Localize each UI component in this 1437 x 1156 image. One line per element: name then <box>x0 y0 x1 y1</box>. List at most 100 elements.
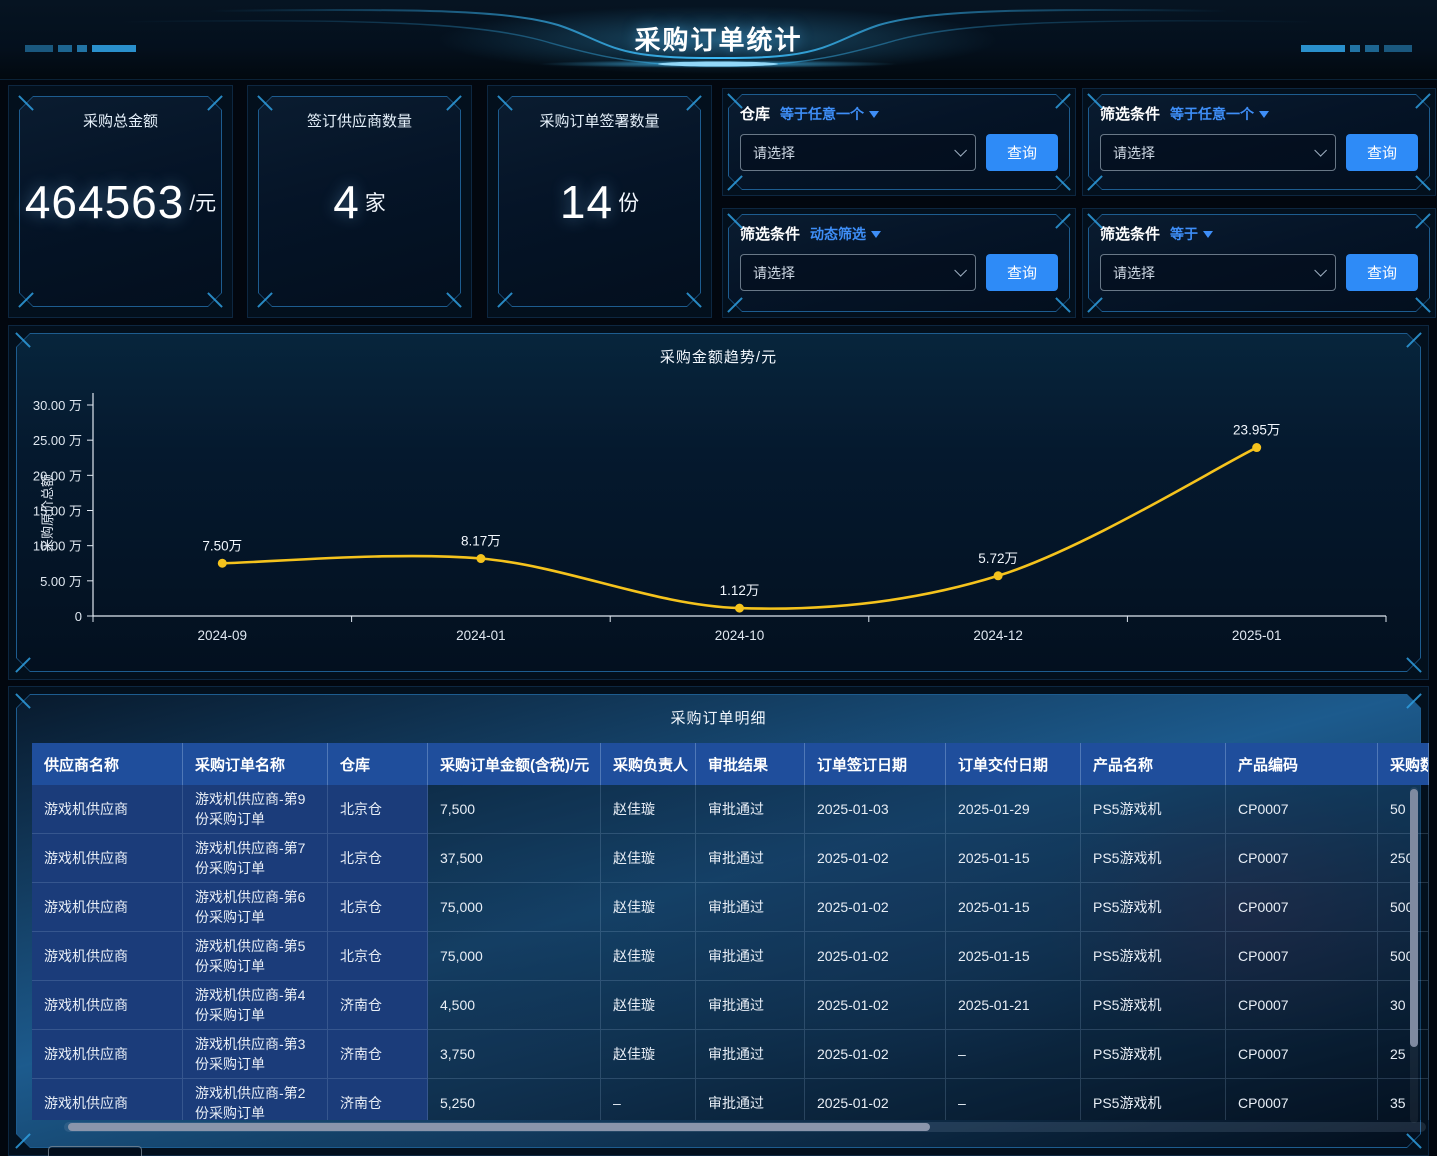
caret-down-icon <box>869 111 880 118</box>
corner-accent <box>727 175 743 191</box>
data-point-label: 1.12万 <box>720 583 760 598</box>
table-cell: 游戏机供应商-第3份采购订单 <box>183 1030 328 1079</box>
page-size-select[interactable]: 20条/页 <box>48 1146 142 1156</box>
table-row[interactable]: 游戏机供应商 游戏机供应商-第6份采购订单 北京仓 75,000 赵佳璇 审批通过 2025… <box>32 883 1429 932</box>
table-cell: CP0007 <box>1226 834 1378 883</box>
corner-accent <box>727 297 743 313</box>
stat-value: 4 <box>333 175 360 228</box>
table-cell: 济南仓 <box>328 981 428 1030</box>
table-cell: 2025-01-02 <box>805 932 946 981</box>
chevron-down-icon <box>1314 144 1327 157</box>
stat-label: 签订供应商数量 <box>306 113 412 130</box>
query-button[interactable]: 查询 <box>986 134 1058 171</box>
table-cell: CP0007 <box>1226 981 1378 1030</box>
svg-text:2024-01: 2024-01 <box>456 628 506 643</box>
corner-accent <box>1055 175 1071 191</box>
table-cell: 50 <box>1378 785 1429 834</box>
column-header: 采购订单名称 <box>183 743 328 785</box>
table-cell: – <box>601 1079 696 1120</box>
filter-operator-dropdown[interactable]: 等于任意一个 <box>780 104 880 124</box>
filter-operator-dropdown[interactable]: 等于 <box>1170 224 1214 244</box>
data-point[interactable] <box>993 571 1003 581</box>
svg-text:20.00 万: 20.00 万 <box>33 468 82 483</box>
next-page-button[interactable] <box>246 1148 268 1156</box>
filter-label: 筛选条件 <box>1100 226 1161 243</box>
table-row[interactable]: 游戏机供应商 游戏机供应商-第4份采购订单 济南仓 4,500 赵佳璇 审批通过 2025-… <box>32 981 1429 1030</box>
corner-accent <box>1055 297 1071 313</box>
caret-down-icon <box>871 231 882 238</box>
table-cell: PS5游戏机 <box>1081 1030 1226 1079</box>
stat-card-supplier-count: 签订供应商数量 4 家 <box>247 85 472 318</box>
table-cell: 赵佳璇 <box>601 981 696 1030</box>
filter-operator-label: 等于 <box>1170 225 1199 242</box>
data-point[interactable] <box>217 558 227 568</box>
pagination: 20条/页 1 共 15 条 <box>48 1146 341 1156</box>
table-cell: 500 <box>1378 883 1429 932</box>
prev-page-button[interactable] <box>160 1148 182 1156</box>
query-button[interactable]: 查询 <box>986 254 1058 291</box>
query-button[interactable]: 查询 <box>1346 254 1418 291</box>
stat-unit: 份 <box>618 191 640 215</box>
table-cell: PS5游戏机 <box>1081 1079 1226 1120</box>
chart-title: 采购金额趋势/元 <box>659 349 778 366</box>
filter-select[interactable]: 请选择 <box>1100 254 1336 291</box>
data-point[interactable] <box>735 603 744 613</box>
horizontal-scrollbar-thumb[interactable] <box>68 1123 930 1131</box>
column-header: 审批结果 <box>696 743 805 785</box>
table-row[interactable]: 游戏机供应商 游戏机供应商-第5份采购订单 北京仓 75,000 赵佳璇 审批通过 2025… <box>32 932 1429 981</box>
stat-card-total-amount: 采购总金额 464563 /元 <box>8 85 233 318</box>
select-placeholder: 请选择 <box>753 264 795 281</box>
current-page-number[interactable]: 1 <box>200 1152 228 1156</box>
filter-select[interactable]: 请选择 <box>1100 134 1336 171</box>
vertical-scrollbar-thumb[interactable] <box>1410 789 1418 1047</box>
column-header: 采购负责人 <box>601 743 696 785</box>
horizontal-scrollbar[interactable] <box>64 1122 1426 1132</box>
filter-operator-dropdown[interactable]: 动态筛选 <box>810 224 882 244</box>
filter-select[interactable]: 请选择 <box>740 134 976 171</box>
filter-operator-label: 动态筛选 <box>810 225 867 242</box>
table-cell: 75,000 <box>428 883 601 932</box>
table-row[interactable]: 游戏机供应商 游戏机供应商-第2份采购订单 济南仓 5,250– 审批通过 2025-01… <box>32 1079 1429 1120</box>
corner-accent <box>1087 297 1103 313</box>
table-cell: 35 <box>1378 1079 1429 1120</box>
query-button[interactable]: 查询 <box>1346 134 1418 171</box>
filter-select[interactable]: 请选择 <box>740 254 976 291</box>
filter-label: 仓库 <box>740 106 771 123</box>
select-placeholder: 请选择 <box>1113 264 1155 281</box>
data-point[interactable] <box>476 554 486 564</box>
table-row[interactable]: 游戏机供应商 游戏机供应商-第7份采购订单 北京仓 37,500 赵佳璇 审批通过 2025… <box>32 834 1429 883</box>
total-count-label: 共 15 条 <box>286 1150 341 1156</box>
table-cell: PS5游戏机 <box>1081 785 1226 834</box>
caret-down-icon <box>1203 231 1214 238</box>
table-cell: 审批通过 <box>696 981 805 1030</box>
table-cell: 赵佳璇 <box>601 834 696 883</box>
filter-operator-label: 等于任意一个 <box>780 105 865 122</box>
table-cell: 游戏机供应商-第9份采购订单 <box>183 785 328 834</box>
svg-text:25.00 万: 25.00 万 <box>33 433 82 448</box>
table-cell: 游戏机供应商 <box>32 932 183 981</box>
table-cell: 济南仓 <box>328 1079 428 1120</box>
table-cell: 500 <box>1378 932 1429 981</box>
table-cell: 北京仓 <box>328 834 428 883</box>
chevron-down-icon <box>1314 264 1327 277</box>
stat-label: 采购总金额 <box>82 113 158 130</box>
table-cell: 7,500 <box>428 785 601 834</box>
table-row[interactable]: 游戏机供应商 游戏机供应商-第9份采购订单 北京仓 7,500 赵佳璇 审批通过 2025-… <box>32 785 1429 834</box>
trend-line-chart[interactable]: 30.00 万 25.00 万 20.00 万 15.00 万 10.00 万 5.00 … <box>16 333 1421 672</box>
table-cell: 游戏机供应商 <box>32 883 183 932</box>
table-row[interactable]: 游戏机供应商 游戏机供应商-第3份采购订单 济南仓 3,750 赵佳璇 审批通过 2025-… <box>32 1030 1429 1079</box>
table-cell: 审批通过 <box>696 932 805 981</box>
column-header: 采购订单金额(含税)/元 <box>428 743 601 785</box>
filter-operator-dropdown[interactable]: 等于任意一个 <box>1170 104 1270 124</box>
stat-card-order-count: 采购订单签署数量 14 份 <box>487 85 712 318</box>
table-cell: 游戏机供应商 <box>32 981 183 1030</box>
column-header: 订单签订日期 <box>805 743 946 785</box>
table-cell: 审批通过 <box>696 1079 805 1120</box>
table-panel: 采购订单明细 供应商名称 采购订单名称 仓库 采购订单金额(含税)/元 采购负责人 审批结… <box>8 686 1429 1156</box>
svg-text:2024-10: 2024-10 <box>715 628 765 643</box>
vertical-scrollbar[interactable] <box>1410 787 1418 1123</box>
data-point[interactable] <box>1252 443 1262 453</box>
page-title: 采购订单统计 <box>634 25 803 55</box>
chevron-down-icon <box>954 264 967 277</box>
table-cell: 审批通过 <box>696 1030 805 1079</box>
